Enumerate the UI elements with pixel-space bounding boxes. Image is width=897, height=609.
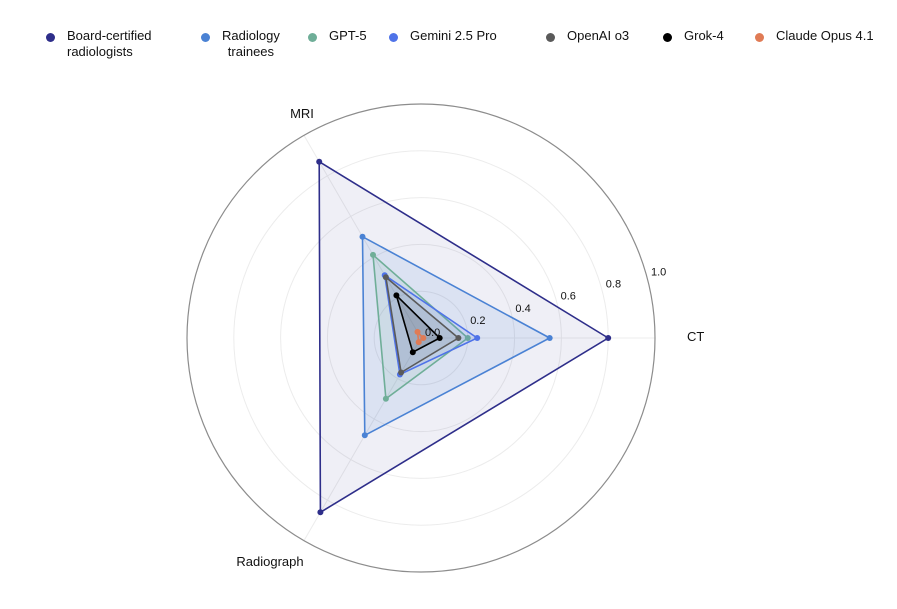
legend-marker [389,33,398,42]
radial-tick-label: 0.6 [561,291,576,303]
data-point-ct[interactable] [546,335,553,341]
data-point-ct[interactable] [464,335,471,341]
legend-label: GPT-5 [329,28,367,43]
radial-tick-label: 0.8 [606,279,621,291]
legend-marker [201,33,210,42]
data-point-ct[interactable] [605,335,612,341]
legend-marker [546,33,555,42]
radial-tick-label: 1.0 [651,266,666,278]
series-polygon [383,273,479,376]
data-point-mri[interactable] [414,328,421,335]
legend-item-claude-opus-4-1[interactable]: Claude Opus 4.1 [755,28,874,44]
legend-item-openai-o3[interactable]: OpenAI o3 [546,28,629,44]
legend-label: Grok-4 [684,28,724,43]
legend-marker [46,33,55,42]
axis-label-mri: MRI [290,106,314,121]
series-gpt-5 [370,251,471,402]
legend-item-grok-4[interactable]: Grok-4 [663,28,724,44]
series-polygon [394,292,442,354]
radar-outer-circle [186,103,656,573]
data-point-radiograph[interactable] [317,509,324,516]
series-polygon [318,160,610,514]
data-point-radiograph[interactable] [415,339,422,346]
legend-label: Gemini 2.5 Pro [410,28,497,43]
radial-tick-label: 0.0 [425,327,440,339]
axis-label-ct: CT [687,329,704,344]
data-point-radiograph[interactable] [361,432,368,439]
legend-item-gpt-5[interactable]: GPT-5 [308,28,367,44]
data-point-ct[interactable] [474,335,481,341]
series-claude-opus-4-1 [414,328,427,346]
data-point-mri[interactable] [316,158,323,165]
data-point-ct[interactable] [436,335,443,341]
data-point-mri[interactable] [382,274,389,281]
radar-series-layer [316,158,612,516]
data-point-radiograph[interactable] [382,395,389,402]
data-point-mri[interactable] [359,233,366,240]
series-grok-4 [393,292,443,356]
legend-item-radiology-trainees[interactable]: Radiology trainees [201,28,280,60]
data-point-mri[interactable] [370,251,376,258]
radial-tick-label: 0.4 [515,303,530,315]
legend-marker [663,33,672,42]
legend-marker [755,33,764,42]
data-point-radiograph[interactable] [409,349,416,356]
legend-marker [308,33,317,42]
radial-tick-label: 0.2 [470,315,485,327]
data-point-radiograph[interactable] [398,369,405,376]
chart-legend: Board-certified radiologists Radiology tr… [0,0,897,70]
series-openai-o3 [382,274,462,376]
legend-label: Radiology trainees [222,28,280,59]
series-polygon [372,252,470,401]
legend-label: Claude Opus 4.1 [776,28,874,43]
data-point-ct[interactable] [420,335,427,341]
series-board-certified-radiologists [316,158,612,516]
axis-label-radiograph: Radiograph [236,554,303,569]
legend-item-gemini-2-5-pro[interactable]: Gemini 2.5 Pro [389,28,497,44]
radar-labels: 0.0 0.2 0.4 0.6 0.8 1.0 CT MRI Radiograph [236,106,704,569]
legend-label: Board-certified radiologists [67,28,152,59]
data-point-mri[interactable] [393,292,400,299]
data-point-ct[interactable] [455,335,462,341]
legend-label: OpenAI o3 [567,28,630,43]
series-polygon [384,275,460,374]
legend-item-board-certified-radiologists[interactable]: Board-certified radiologists [46,28,152,60]
